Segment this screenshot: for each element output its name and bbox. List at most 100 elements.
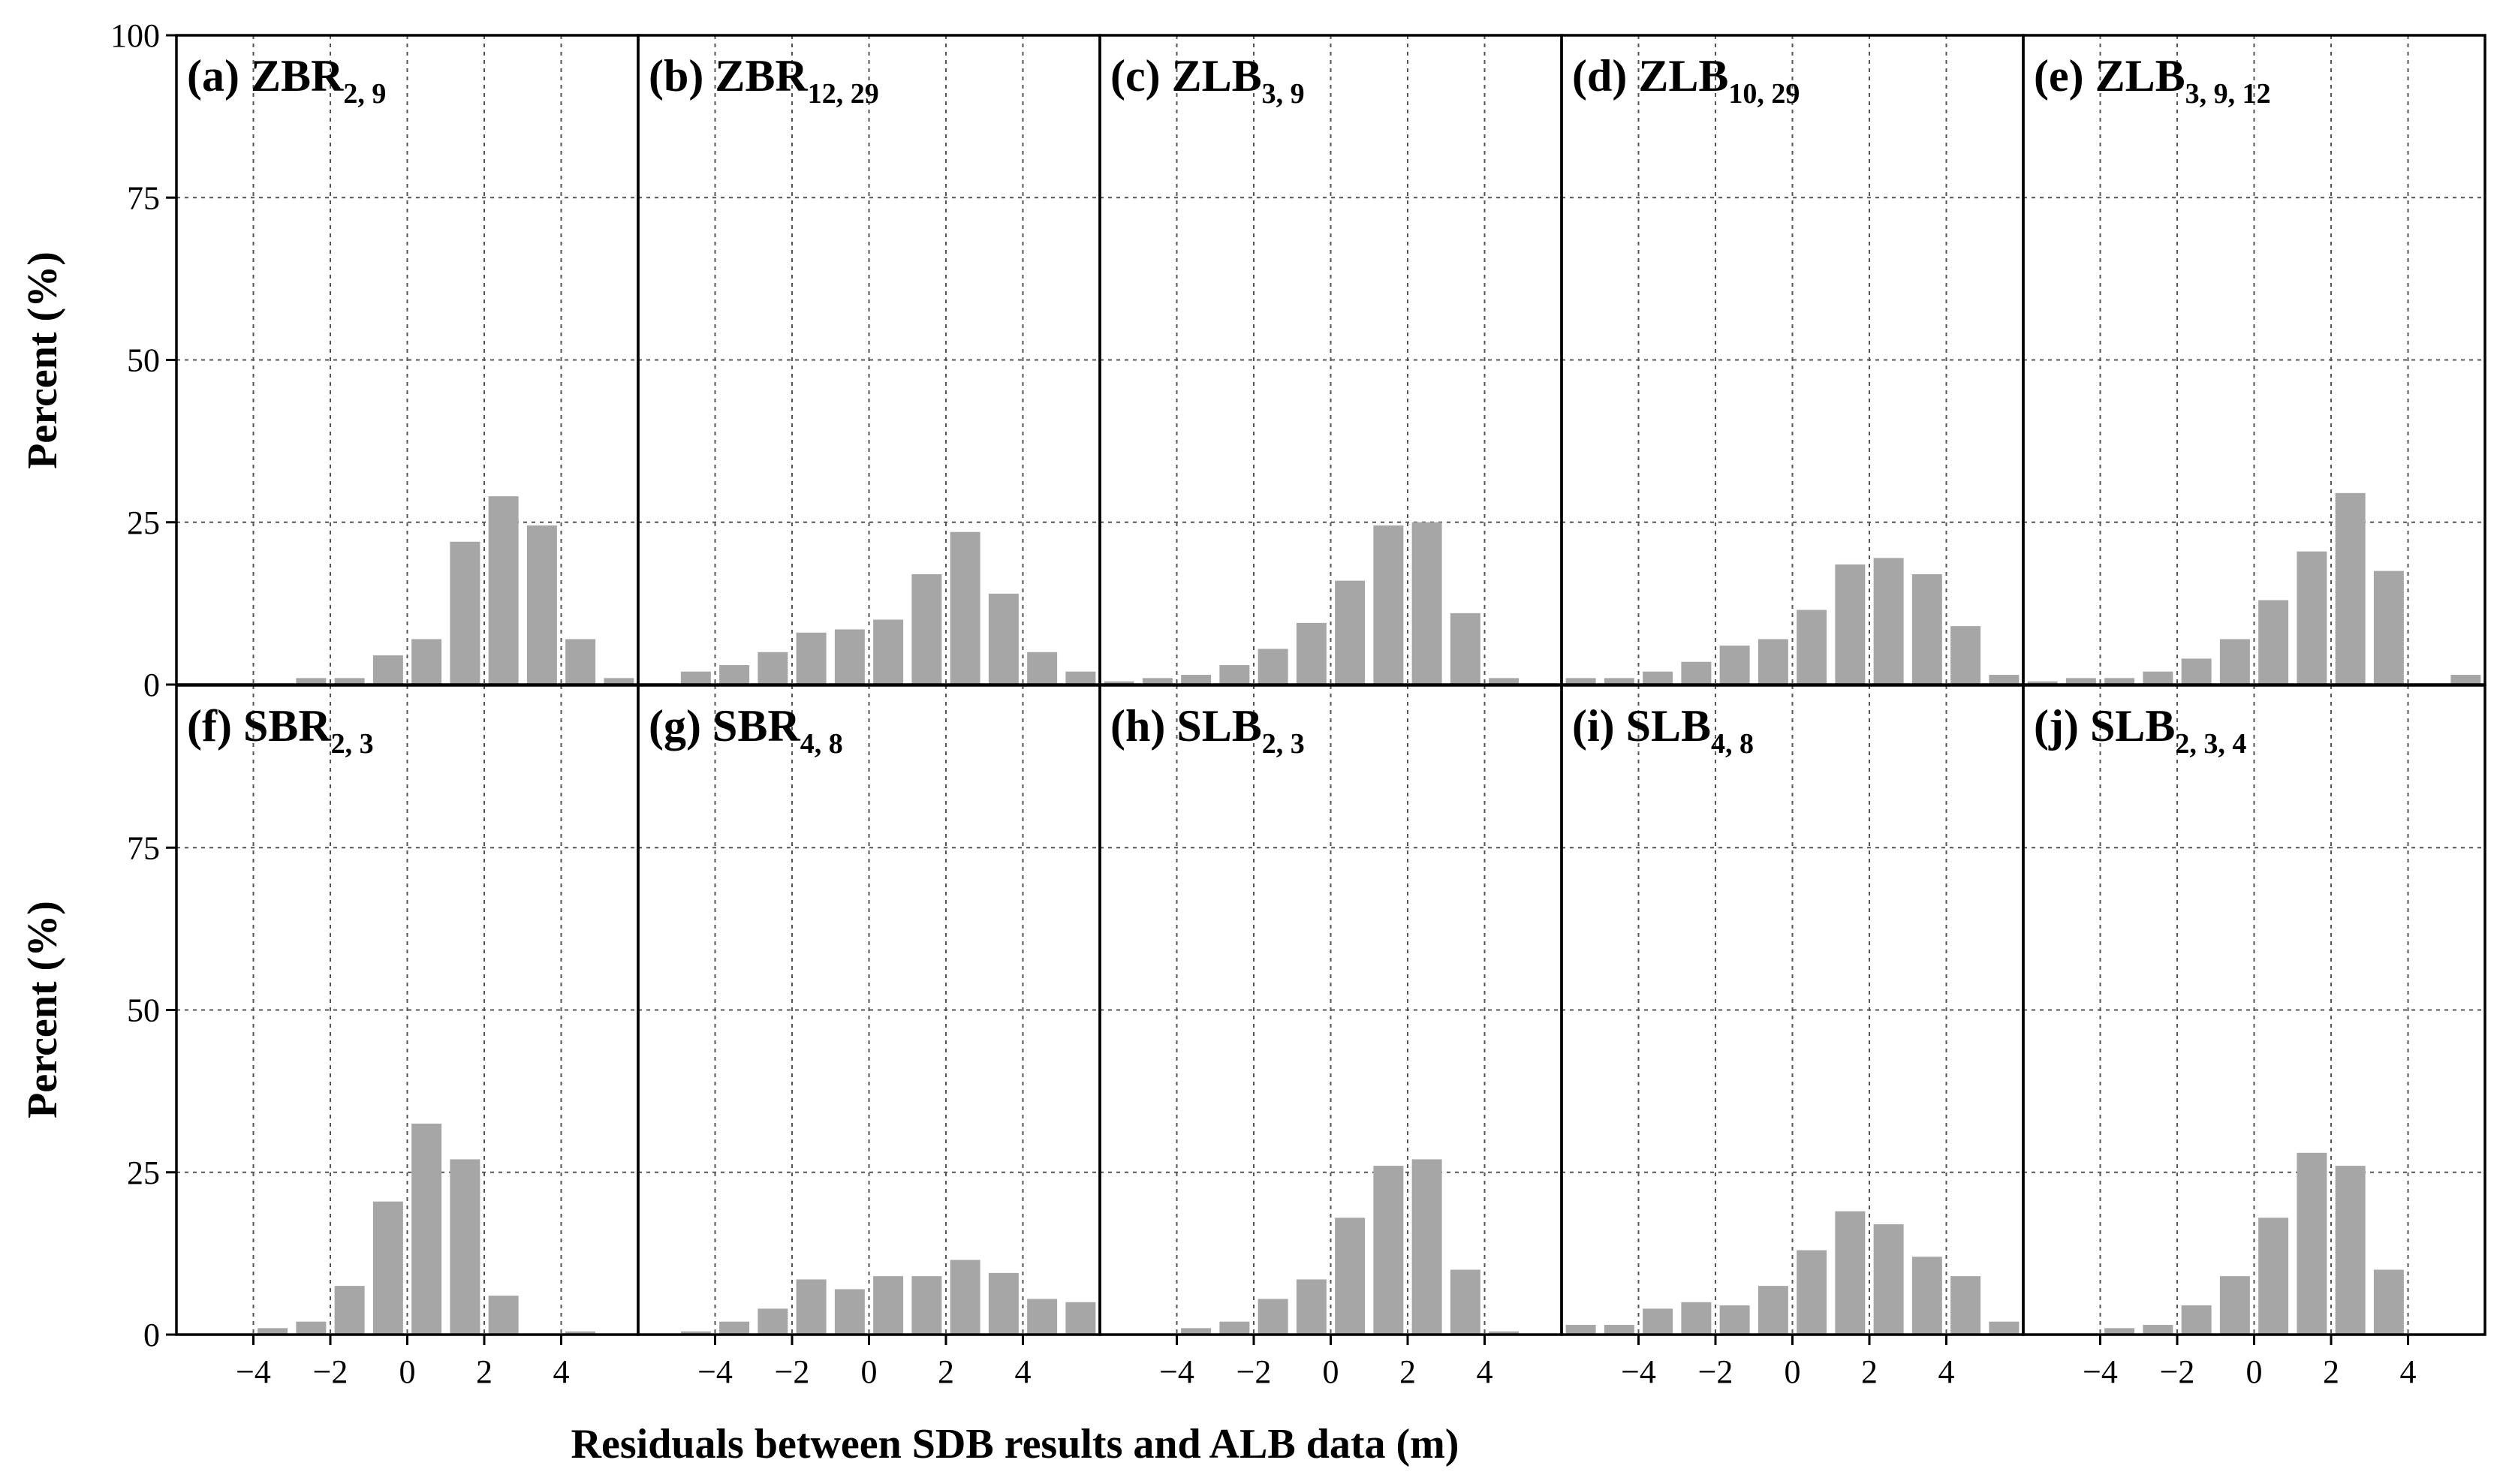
y-tick-label: 50	[127, 992, 160, 1029]
histogram-bar	[1758, 639, 1788, 685]
panel-label: (e) ZLB3, 9, 12	[2034, 51, 2271, 110]
histogram-bar	[334, 678, 365, 685]
x-tick-label: 2	[1399, 1353, 1416, 1390]
panel-label: (h) SLB2, 3	[1110, 701, 1305, 760]
panel-label: (i) SLB4, 8	[1572, 701, 1754, 760]
x-tick-label: −2	[2160, 1353, 2195, 1390]
y-tick-label: 0	[143, 1317, 160, 1353]
histogram-bar	[950, 531, 980, 685]
histogram-bar	[296, 678, 327, 685]
histogram-bar	[1565, 1325, 1596, 1335]
histogram-bar	[1604, 1325, 1634, 1335]
panel-label: (f) SBR2, 3	[187, 701, 374, 760]
panel-label: (c) ZLB3, 9	[1110, 51, 1305, 110]
panel-e: (e) ZLB3, 9, 12	[2022, 34, 2486, 686]
histogram-bar	[911, 573, 942, 685]
histogram-bar	[1797, 610, 1827, 685]
panel-f: (f) SBR2, 3 0 25 50 75 −4 −2 0 2 4	[127, 684, 640, 1390]
histogram-bar	[1681, 1302, 1712, 1335]
histogram-bar	[1104, 681, 1134, 685]
histogram-bar	[1643, 671, 1673, 685]
panel-label: (g) SBR4, 8	[649, 701, 843, 760]
x-tick-label: 0	[861, 1353, 878, 1390]
histogram-bar	[680, 1331, 711, 1335]
x-tick-label: 2	[476, 1353, 492, 1390]
histogram-bar	[1296, 622, 1327, 685]
histogram-bar	[950, 1260, 980, 1335]
histogram-bar	[1181, 1328, 1212, 1335]
histogram-bar	[1604, 678, 1634, 685]
histogram-bar	[1373, 525, 1404, 685]
panel-label-subscript: 3, 9, 12	[2185, 78, 2271, 110]
histogram-bar	[296, 1321, 327, 1335]
x-tick-label: −2	[1236, 1353, 1272, 1390]
histogram-bar	[1219, 1321, 1250, 1335]
y-tick-label: 75	[127, 179, 160, 216]
plot-layer: (a) ZBR2, 9 0 25 50 75 100 (b) ZBR12, 29 (c) ZL…	[110, 17, 2486, 1390]
histogram-bar	[1835, 564, 1866, 685]
x-tick-label: 0	[1785, 1353, 1801, 1390]
histogram-bar	[565, 639, 596, 685]
x-tick-label: −4	[1621, 1353, 1656, 1390]
panel-label-subscript: 12, 29	[808, 78, 879, 110]
panel-j: (j) SLB2, 3, 4 −4 −2 0 2 4	[2022, 684, 2486, 1390]
histogram-bar	[2297, 1152, 2327, 1335]
panel-label-subscript: 2, 3, 4	[2175, 728, 2246, 760]
panel-label-subscript: 3, 9	[1262, 78, 1305, 110]
histogram-bar	[680, 671, 711, 685]
histogram-bar	[488, 1296, 519, 1335]
histogram-bar	[2143, 671, 2173, 685]
y-tick-label: 50	[127, 342, 160, 379]
histogram-bar	[1181, 675, 1212, 685]
histogram-bar	[1219, 665, 1250, 685]
histogram-bar	[2335, 1166, 2366, 1335]
histogram-bar	[1411, 522, 1442, 685]
histogram-bar	[604, 678, 634, 685]
y-tick-label: 100	[110, 17, 160, 54]
histogram-bar	[719, 665, 750, 685]
histogram-bar	[1911, 1257, 1942, 1335]
y-tick-label: 25	[127, 504, 160, 541]
histogram-bar	[1989, 1321, 2020, 1335]
x-tick-label: −4	[1159, 1353, 1194, 1390]
histogram-bar	[988, 593, 1019, 685]
panel-label-subscript: 4, 8	[800, 728, 843, 760]
histogram-bar	[2065, 678, 2096, 685]
histogram-bar	[372, 1201, 403, 1335]
histogram-bar	[2373, 570, 2404, 685]
histogram-bar	[1258, 1299, 1288, 1335]
panel-c: (c) ZLB3, 9	[1098, 34, 1563, 686]
histogram-bar	[1719, 646, 1750, 685]
x-tick-label: 0	[399, 1353, 416, 1390]
histogram-bar	[758, 1308, 788, 1335]
histogram-bar	[2104, 1328, 2135, 1335]
histogram-bar	[1681, 661, 1712, 685]
histogram-bar	[1489, 1331, 1520, 1335]
histogram-bar	[2027, 681, 2058, 685]
x-tick-label: 0	[1323, 1353, 1339, 1390]
histogram-bar	[1065, 671, 1096, 685]
histogram-bar	[2258, 600, 2289, 685]
x-tick-label: 2	[1861, 1353, 1878, 1390]
histogram-bar	[526, 525, 557, 685]
histogram-bar	[372, 655, 403, 685]
y-axis-title-bottom: Percent (%)	[20, 901, 66, 1118]
histogram-bar	[1719, 1305, 1750, 1335]
histogram-bar	[1027, 1299, 1058, 1335]
histogram-bar	[719, 1321, 750, 1335]
histogram-bar	[2143, 1325, 2173, 1335]
panel-d: (d) ZLB10, 29	[1560, 34, 2025, 686]
histogram-bar	[834, 1289, 865, 1335]
x-tick-label: −2	[775, 1353, 810, 1390]
panel-b: (b) ZBR12, 29	[637, 34, 1101, 686]
histogram-bar	[758, 652, 788, 685]
panel-label-subscript: 2, 9	[343, 78, 386, 110]
x-tick-label: −4	[2083, 1353, 2118, 1390]
histogram-bar	[1989, 675, 2020, 685]
histogram-bar	[873, 619, 904, 685]
panel-label: (b) ZBR12, 29	[649, 51, 879, 110]
histogram-bar	[2181, 1305, 2212, 1335]
histogram-bar	[1489, 678, 1520, 685]
histogram-bar	[2258, 1218, 2289, 1335]
x-tick-label: −4	[236, 1353, 271, 1390]
